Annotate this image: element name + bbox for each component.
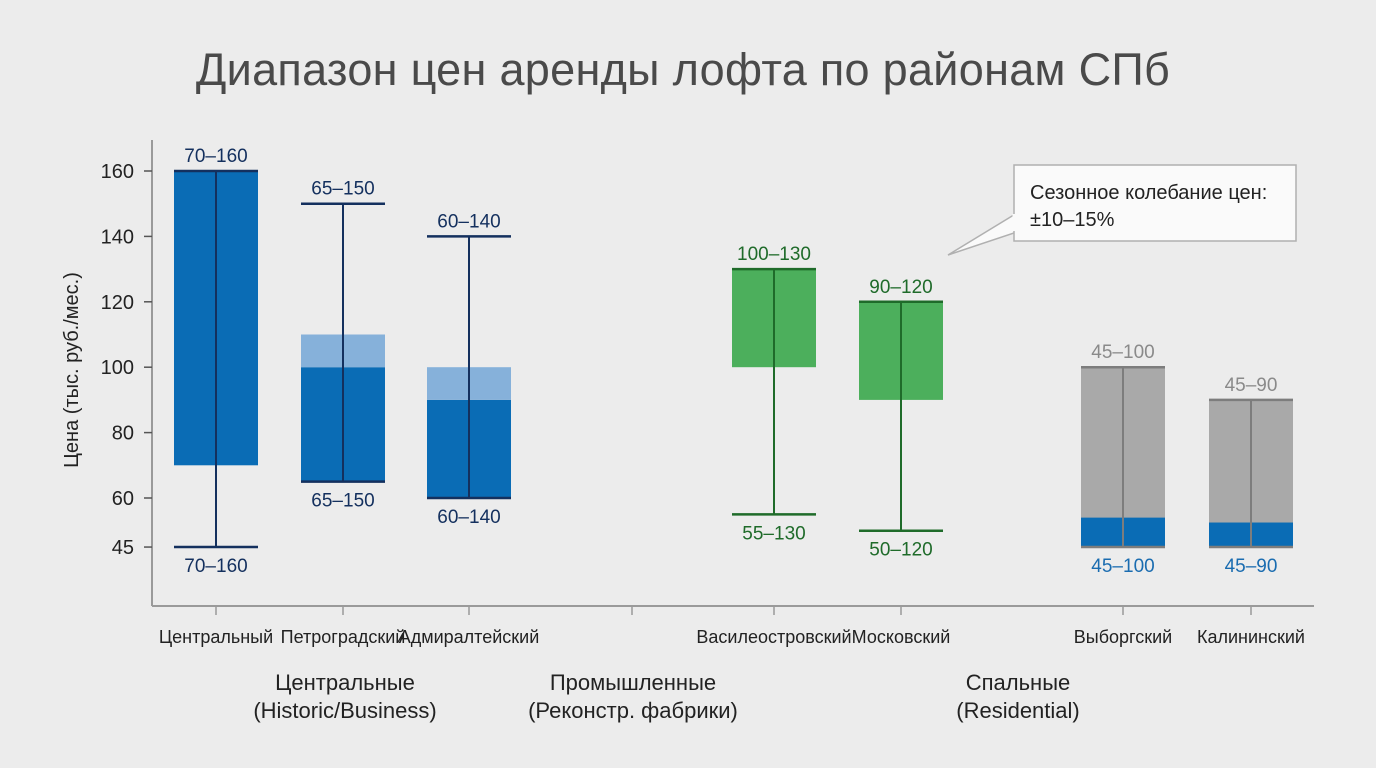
data-label-bottom: 65–150: [311, 491, 374, 512]
data-label-bottom: 55–130: [742, 523, 805, 544]
axes: 45 60 80 100 120 140 160 Цена (тыс. руб./мес.): [61, 140, 1314, 615]
callout-box: [1013, 164, 1297, 242]
annotation-callout: Сезонное колебание цен: ±10–15%: [947, 164, 1297, 256]
callout-line-1: Сезонное колебание цен:: [1030, 182, 1267, 204]
y-tick-label: 100: [101, 357, 134, 379]
y-tick-label: 120: [101, 292, 134, 314]
category-label: Калининский: [1197, 627, 1305, 647]
data-label-bottom: 50–120: [869, 540, 932, 561]
category-label: Петроградский: [281, 627, 406, 647]
category-label: Василеостровский: [696, 627, 851, 647]
category-label: Московский: [852, 627, 951, 647]
data-label-bottom: 60–140: [437, 507, 500, 528]
callout-line-2: ±10–15%: [1030, 209, 1115, 231]
category-label: Выборгский: [1074, 627, 1172, 647]
data-label-top: 70–160: [184, 146, 247, 167]
group-sublabel: (Реконстр. фабрики): [528, 698, 738, 723]
category-label: Центральный: [159, 627, 273, 647]
data-label-bottom: 70–160: [184, 556, 247, 577]
data-label-top: 65–150: [311, 179, 374, 200]
chart-marks: [174, 169, 1293, 549]
group-label: Спальные: [966, 670, 1071, 695]
data-label-top: 90–120: [869, 277, 932, 298]
callout-pointer: [947, 211, 1018, 256]
category-label: Адмиралтейский: [399, 627, 540, 647]
data-label-top: 45–100: [1091, 342, 1154, 363]
y-tick-label: 140: [101, 226, 134, 248]
chart-title: Диапазон цен аренды лофта по районам СПб: [195, 44, 1171, 95]
group-label: Центральные: [275, 670, 415, 695]
data-label-top: 45–90: [1225, 375, 1278, 396]
data-label-top: 100–130: [737, 244, 811, 265]
data-label-top: 60–140: [437, 211, 500, 232]
y-axis-label: Цена (тыс. руб./мес.): [61, 272, 83, 468]
data-label-bottom: 45–90: [1225, 556, 1278, 577]
chart-labels: 70–160 70–160 Центральный 65–150 65–150 Петро…: [159, 146, 1305, 723]
y-tick-label: 80: [112, 423, 134, 445]
y-tick-label: 45: [112, 537, 134, 559]
group-sublabel: (Historic/Business): [253, 698, 436, 723]
y-tick-label: 60: [112, 488, 134, 510]
group-label: Промышленные: [550, 670, 716, 695]
group-sublabel: (Residential): [956, 698, 1080, 723]
y-tick-label: 160: [101, 161, 134, 183]
data-label-bottom: 45–100: [1091, 556, 1154, 577]
